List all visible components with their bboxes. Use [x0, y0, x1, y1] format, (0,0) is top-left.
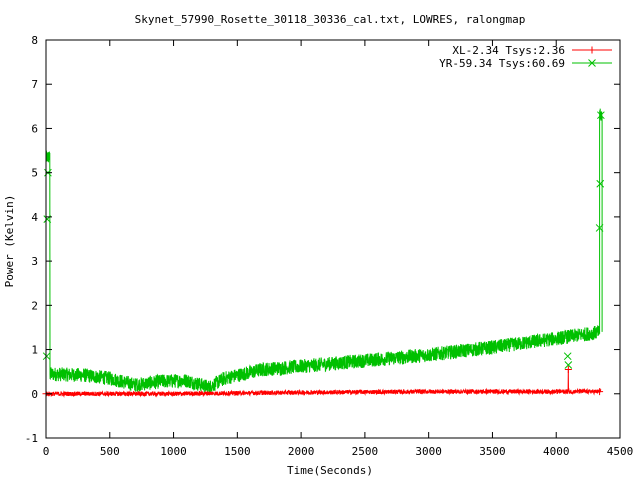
- y-tick-label: 3: [31, 255, 38, 268]
- y-tick-label: 8: [31, 34, 38, 47]
- y-tick-label: 5: [31, 167, 38, 180]
- data-point: [597, 111, 605, 120]
- x-tick-label: 2500: [352, 445, 379, 458]
- x-tick-label: 4500: [607, 445, 634, 458]
- x-tick-label: 3500: [479, 445, 506, 458]
- legend-label-yr: YR-59.34 Tsys:60.69: [439, 57, 565, 70]
- y-tick-label: 0: [31, 388, 38, 401]
- y-tick-label: 2: [31, 299, 38, 312]
- y-tick-label: 1: [31, 344, 38, 357]
- legend: XL-2.34 Tsys:2.36 YR-59.34 Tsys:60.69: [439, 44, 612, 70]
- data-point: [564, 361, 573, 369]
- y-axis-label: Power (Kelvin): [3, 195, 16, 288]
- data-point: [563, 352, 572, 361]
- series-1: [42, 108, 605, 394]
- data-point: [596, 388, 604, 396]
- series-line: [45, 108, 603, 394]
- x-tick-label: 500: [100, 445, 120, 458]
- y-tick-label: -1: [25, 432, 38, 445]
- y-tick-label: 7: [31, 78, 38, 91]
- x-tick-label: 3000: [415, 445, 442, 458]
- plot-frame: [45, 39, 621, 439]
- x-tick-label: 0: [43, 445, 50, 458]
- legend-label-xl: XL-2.34 Tsys:2.36: [452, 44, 565, 57]
- data-point: [564, 365, 572, 373]
- y-tick-label: 6: [31, 122, 38, 135]
- plot-series: [42, 108, 605, 398]
- x-tick-label: 1500: [224, 445, 251, 458]
- data-point: [42, 352, 51, 361]
- x-tick-label: 4000: [543, 445, 570, 458]
- x-axis-label: Time(Seconds): [287, 464, 373, 477]
- x-tick-label: 2000: [288, 445, 315, 458]
- data-point: [595, 224, 604, 232]
- chart-title: Skynet_57990_Rosette_30118_30336_cal.txt…: [135, 13, 526, 26]
- x-tick-label: 1000: [160, 445, 187, 458]
- y-tick-label: 4: [31, 211, 38, 224]
- data-point: [588, 46, 596, 54]
- series-line: [45, 369, 602, 398]
- axes: 0 500 1000 1500 2000 2500 3000 3500 4000 4500 -1 0 1…: [25, 34, 634, 458]
- data-point: [588, 59, 596, 67]
- data-point: [596, 179, 605, 188]
